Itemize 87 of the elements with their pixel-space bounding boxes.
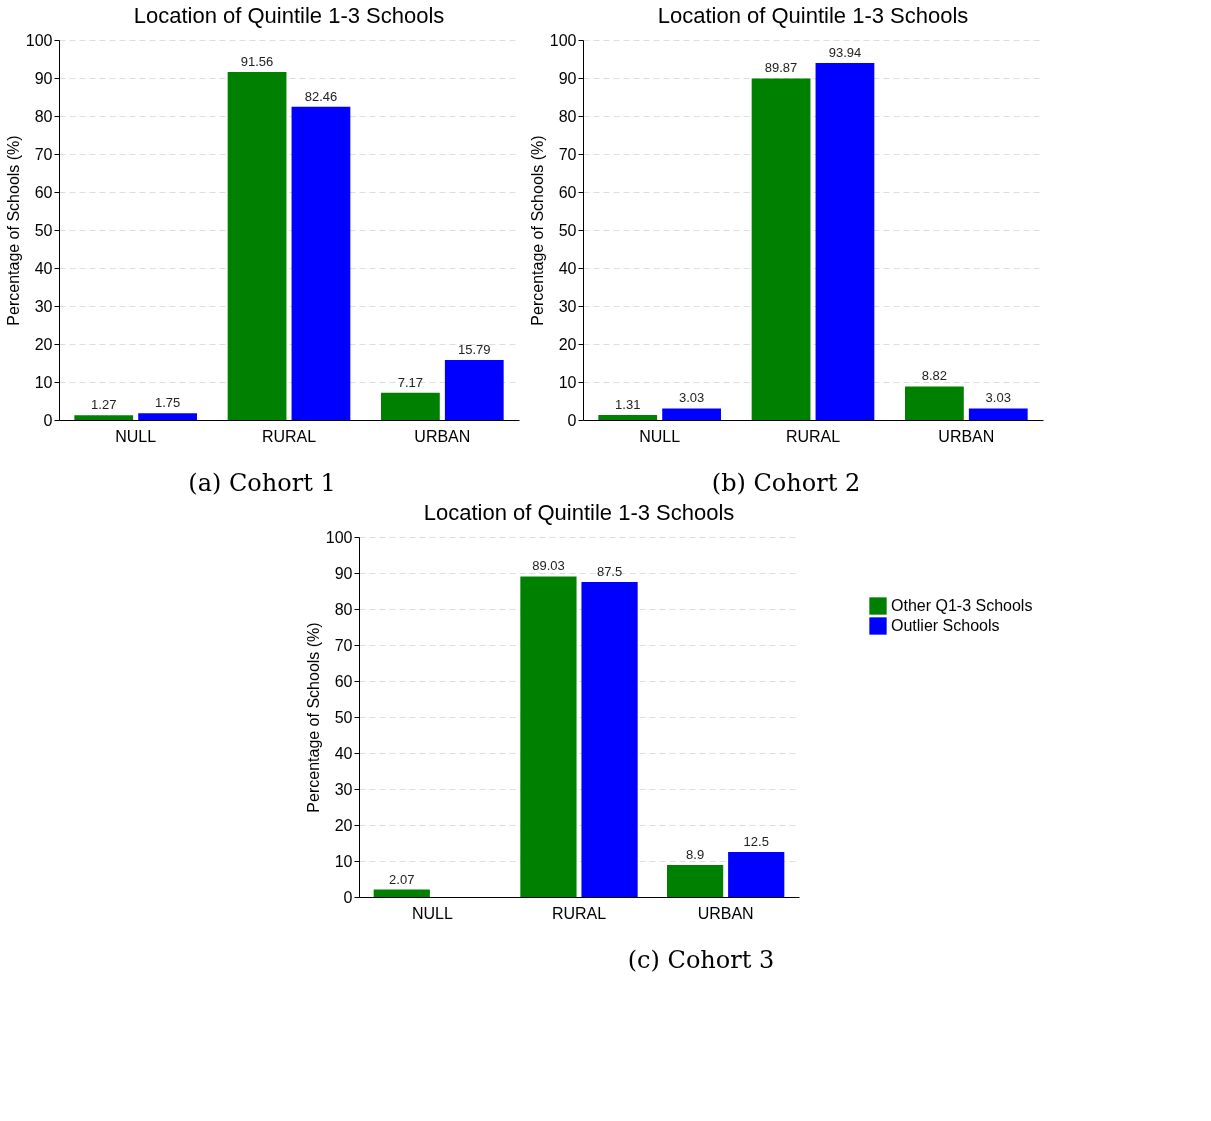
y-tick-label: 20 (334, 816, 353, 834)
data-label: 2.07 (389, 871, 415, 887)
chart-title: Location of Quintile 1-3 Schools (657, 3, 969, 28)
bar (905, 386, 964, 420)
bar (751, 78, 811, 420)
y-tick-label: 0 (567, 411, 577, 429)
x-tick-label: NULL (115, 427, 157, 445)
bar (227, 72, 287, 420)
legend-label: Outlier Schools (891, 617, 1000, 634)
y-tick-label: 10 (34, 373, 53, 391)
bar (520, 576, 577, 897)
data-label: 12.5 (743, 834, 769, 849)
y-tick-label: 90 (558, 69, 577, 87)
y-tick-label: 10 (558, 373, 577, 391)
bar (381, 392, 440, 420)
y-tick-label: 0 (43, 411, 53, 429)
y-tick-label: 40 (34, 259, 53, 277)
y-tick-label: 60 (558, 183, 577, 201)
y-tick-label: 90 (34, 69, 53, 87)
bar (581, 582, 638, 897)
y-tick-label: 20 (34, 335, 53, 353)
y-tick-label: 20 (558, 335, 577, 353)
data-label: 1.75 (154, 395, 181, 411)
y-tick-label: 100 (325, 528, 353, 546)
chart-title: Location of Quintile 1-3 Schools (133, 3, 445, 28)
y-axis-title: Percentage of Schools (%) (4, 135, 22, 326)
bar (728, 852, 785, 897)
text: (a) Cohort 1 (188, 469, 336, 497)
data-label: 89.03 (532, 558, 565, 574)
x-tick-label: NULL (411, 904, 453, 922)
y-tick-label: 80 (34, 107, 53, 125)
y-tick-label: 50 (334, 708, 353, 726)
data-label: 7.17 (397, 374, 424, 390)
y-tick-label: 10 (334, 852, 353, 870)
y-tick-label: 40 (334, 744, 353, 762)
x-tick-label: RURAL (785, 427, 841, 445)
data-label: 3.03 (678, 390, 705, 406)
text: (c) Cohort 3 (627, 946, 775, 974)
y-tick-label: 60 (34, 183, 53, 201)
y-axis-title: Percentage of Schools (%) (304, 622, 322, 813)
y-tick-label: 60 (334, 672, 353, 690)
data-label: 91.56 (240, 54, 274, 70)
chart-title: Location of Quintile 1-3 Schools (423, 500, 735, 525)
bar (662, 408, 721, 420)
y-tick-label: 50 (34, 221, 53, 239)
y-tick-label: 80 (334, 600, 353, 618)
y-tick-label: 70 (558, 145, 577, 163)
x-tick-label: URBAN (414, 427, 471, 445)
text: (b) Cohort 2 (711, 469, 861, 497)
y-tick-label: 70 (334, 636, 353, 654)
data-label: 82.46 (304, 88, 338, 104)
bar (968, 408, 1028, 420)
y-tick-label: 0 (343, 888, 353, 906)
data-label: 87.5 (596, 564, 623, 579)
bar (598, 415, 658, 420)
y-axis-title: Percentage of Schools (%) (528, 135, 546, 326)
bar (444, 360, 504, 420)
x-tick-label: URBAN (697, 904, 754, 922)
data-label: 15.79 (458, 342, 491, 357)
data-label: 1.27 (91, 397, 117, 413)
bar (291, 106, 351, 420)
bar (667, 864, 724, 897)
y-tick-label: 30 (334, 780, 353, 798)
x-tick-label: NULL (639, 427, 681, 445)
bar (373, 889, 430, 897)
bar (815, 63, 875, 420)
x-tick-label: URBAN (938, 427, 995, 445)
bar (74, 415, 134, 420)
bar (138, 413, 197, 420)
y-tick-label: 30 (558, 297, 577, 315)
data-label: 3.03 (985, 390, 1011, 406)
y-tick-label: 90 (334, 564, 353, 582)
y-tick-label: 70 (34, 145, 53, 163)
y-tick-label: 30 (34, 297, 53, 315)
data-label: 89.87 (764, 60, 798, 76)
y-tick-label: 40 (558, 259, 577, 277)
data-label: 1.31 (615, 397, 641, 413)
data-label: 93.94 (828, 45, 862, 61)
x-tick-label: RURAL (551, 904, 607, 922)
x-tick-label: RURAL (261, 427, 317, 445)
data-label: 8.82 (921, 368, 948, 384)
y-tick-label: 50 (558, 221, 577, 239)
y-tick-label: 100 (549, 31, 577, 49)
y-tick-label: 100 (25, 31, 53, 49)
y-tick-label: 80 (558, 107, 577, 125)
legend-label: Other Q1-3 Schools (891, 597, 1033, 614)
data-label: 8.9 (686, 846, 705, 862)
